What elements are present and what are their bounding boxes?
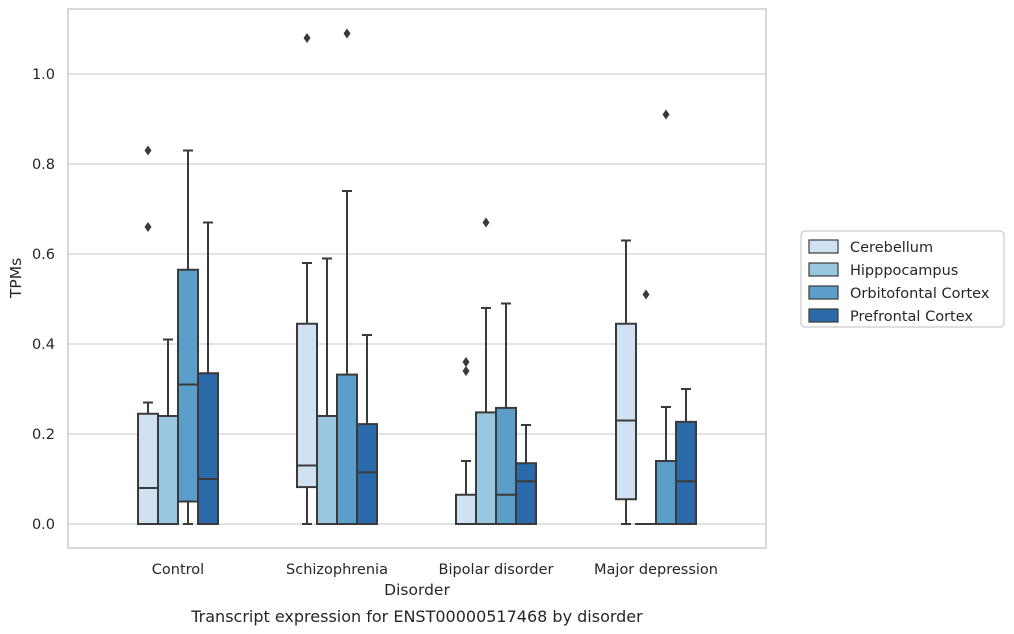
- legend-label: Hipppocampus: [850, 263, 958, 279]
- box-body: [615, 322, 637, 501]
- legend: Cerebellum Hipppocampus Orbitofontal Corte…: [800, 230, 1005, 328]
- box-body: [336, 373, 358, 525]
- legend-swatch: [808, 239, 839, 254]
- outlier-point: [462, 357, 470, 367]
- x-axis-label: Disorder: [384, 581, 450, 599]
- box-prefrontal-cortex: [515, 424, 537, 525]
- legend-swatch: [808, 262, 839, 277]
- x-tick-label: Schizophrenia: [286, 562, 388, 578]
- legend-label: Cerebellum: [850, 240, 933, 256]
- y-axis-ticks: 0.0 0.2 0.4 0.6 0.8 1.0: [32, 67, 55, 533]
- box-body: [157, 415, 179, 525]
- box-orbitofontal-cortex: [336, 28, 358, 525]
- box-body: [455, 493, 477, 525]
- y-tick-label: 0.2: [32, 427, 55, 443]
- box-prefrontal-cortex: [356, 334, 378, 526]
- y-tick-label: 0.4: [32, 337, 55, 353]
- box-body: [356, 423, 378, 526]
- box-hipppocampus: [157, 338, 179, 525]
- legend-item: Hipppocampus: [808, 262, 958, 279]
- outlier-point: [144, 222, 152, 232]
- outlier-point: [642, 289, 650, 300]
- box-body: [655, 460, 677, 525]
- plot-border: [67, 8, 767, 549]
- x-tick-label: Control: [152, 562, 204, 578]
- outlier-point: [462, 366, 470, 376]
- box-body: [475, 411, 497, 525]
- y-tick-label: 0.8: [32, 157, 55, 173]
- legend-frame: [800, 230, 1005, 328]
- box-hipppocampus: [316, 257, 338, 525]
- box-body: [675, 420, 697, 526]
- box-body: [515, 462, 537, 525]
- plot-frame: [67, 8, 767, 549]
- box-cerebellum: [455, 357, 477, 525]
- y-tick-label: 0.6: [32, 247, 55, 263]
- legend-label: Prefrontal Cortex: [850, 309, 973, 325]
- box-prefrontal-cortex: [197, 221, 219, 525]
- y-axis-label: TPMs: [7, 258, 25, 299]
- box-cerebellum: [137, 145, 159, 525]
- legend-swatch: [808, 308, 839, 323]
- legend-item: Prefrontal Cortex: [808, 308, 973, 325]
- box-hipppocampus: [635, 289, 657, 526]
- x-axis-ticks: Control Schizophrenia Bipolar disorder Majo…: [152, 562, 718, 578]
- legend-swatch: [808, 285, 839, 300]
- box-body: [137, 412, 159, 525]
- boxes: [137, 28, 697, 526]
- box-orbitofontal-cortex: [177, 149, 199, 525]
- chart-caption: Transcript expression for ENST0000051746…: [190, 607, 643, 626]
- outlier-point: [343, 28, 351, 39]
- outlier-point: [662, 109, 670, 120]
- outlier-point: [303, 33, 311, 43]
- x-tick-label: Bipolar disorder: [439, 562, 554, 578]
- box-body: [316, 415, 338, 525]
- y-tick-label: 0.0: [32, 517, 55, 533]
- box-hipppocampus: [475, 217, 497, 525]
- y-tick-label: 1.0: [32, 67, 55, 83]
- box-orbitofontal-cortex: [495, 302, 517, 525]
- x-tick-label: Major depression: [594, 562, 718, 578]
- box-cerebellum: [296, 33, 318, 525]
- box-body: [197, 372, 219, 525]
- box-orbitofontal-cortex: [655, 109, 677, 525]
- legend-item: Cerebellum: [808, 239, 933, 256]
- legend-item: Orbitofontal Cortex: [808, 285, 990, 302]
- box-prefrontal-cortex: [675, 388, 697, 526]
- outlier-point: [144, 145, 152, 156]
- box-body: [495, 406, 517, 525]
- box-body: [177, 268, 199, 503]
- legend-label: Orbitofontal Cortex: [850, 286, 990, 302]
- outlier-point: [482, 217, 490, 228]
- box-body: [296, 322, 318, 489]
- box-cerebellum: [615, 239, 637, 525]
